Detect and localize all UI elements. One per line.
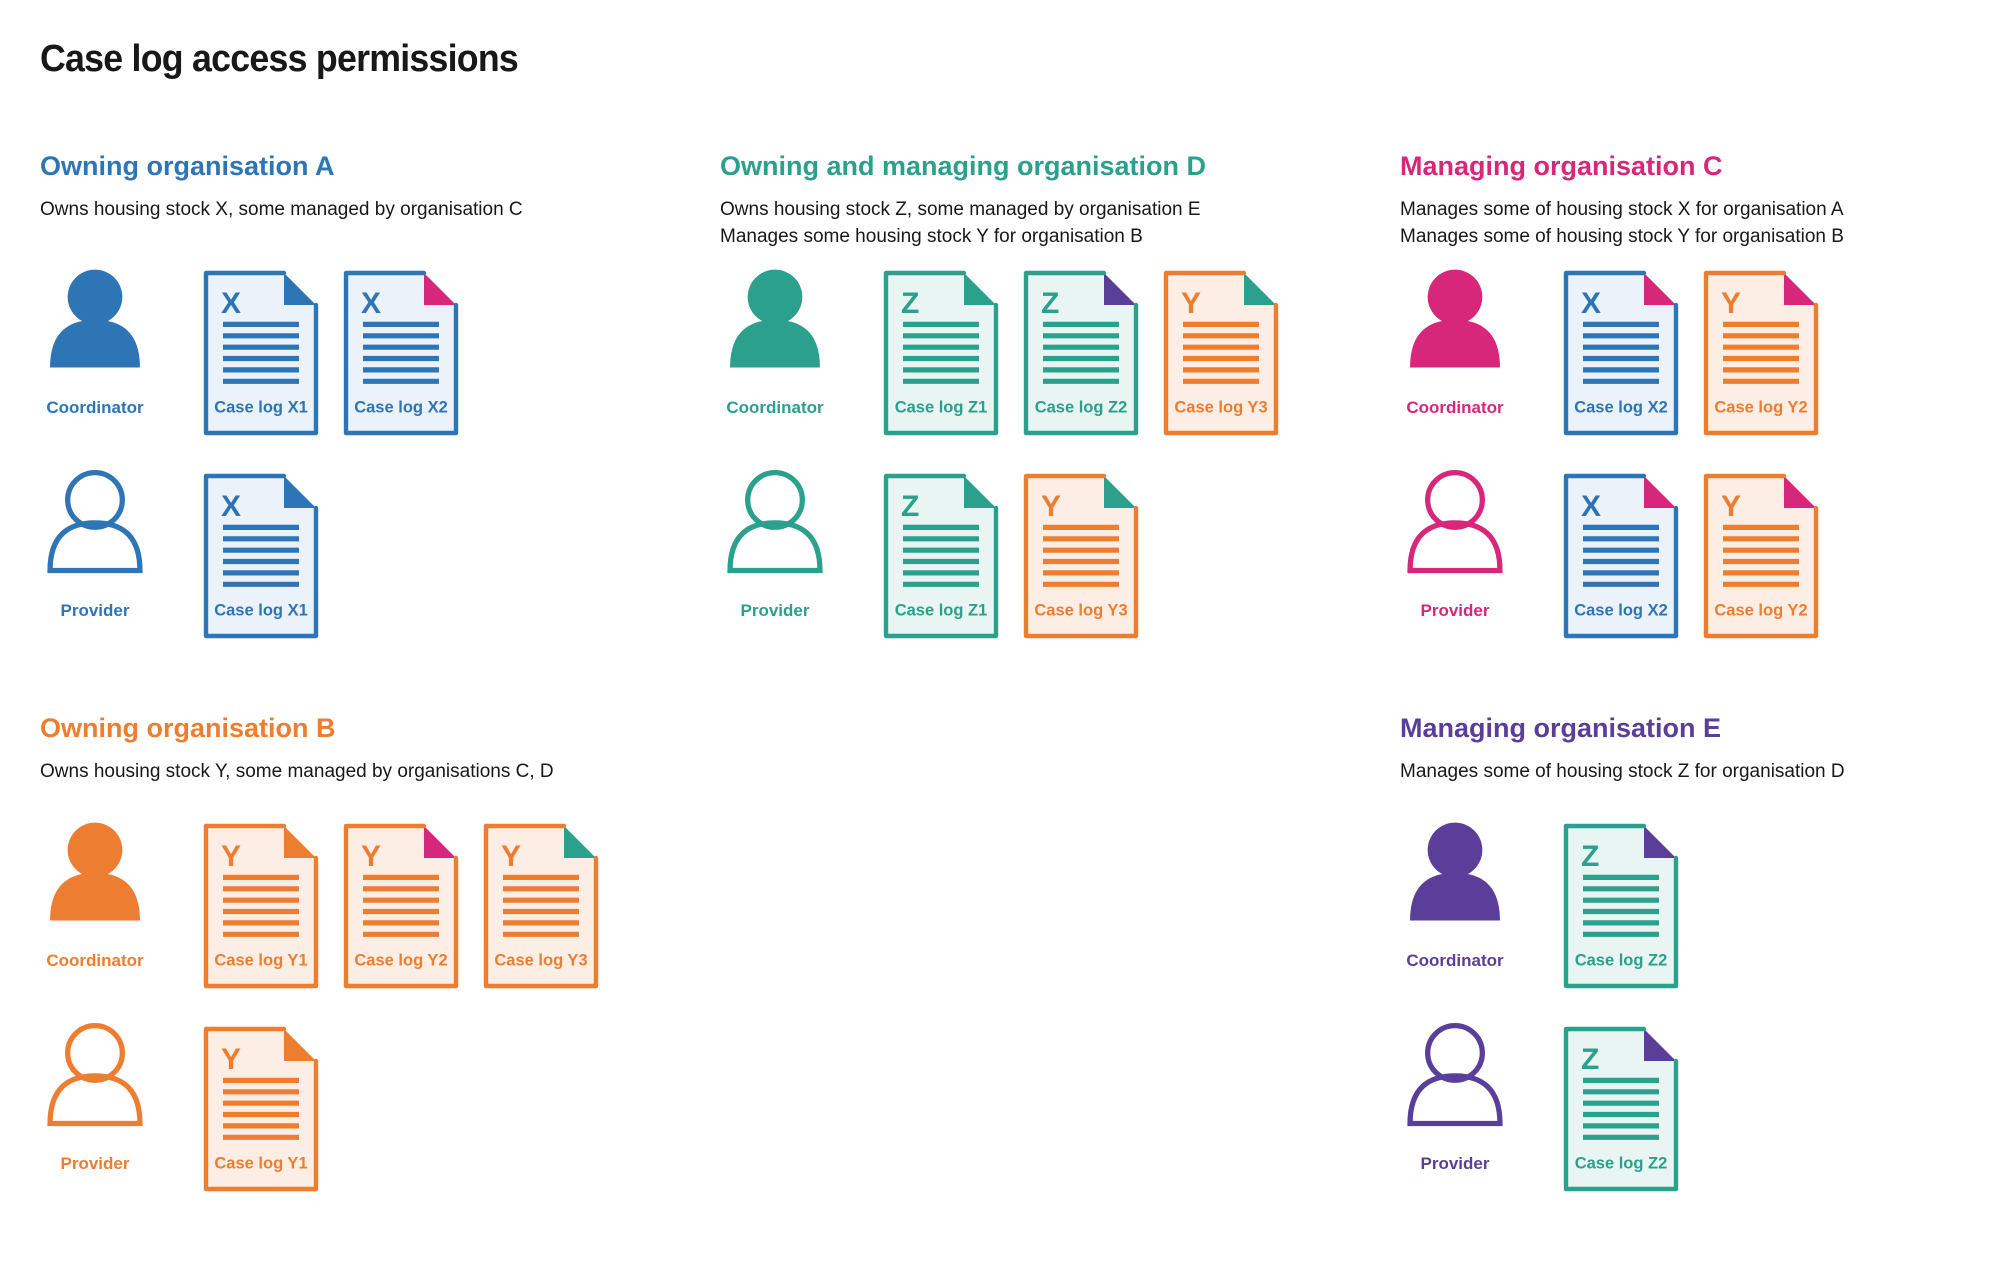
svg-text:Z: Z xyxy=(1041,287,1059,320)
svg-text:Case log X1: Case log X1 xyxy=(214,399,308,417)
svg-text:X: X xyxy=(1581,287,1601,320)
svg-text:Case log Z2: Case log Z2 xyxy=(1035,399,1128,417)
svg-text:Case log Y1: Case log Y1 xyxy=(214,952,307,970)
svg-text:X: X xyxy=(221,287,241,320)
svg-text:Y: Y xyxy=(361,840,381,873)
svg-text:Y: Y xyxy=(1181,287,1201,320)
svg-text:Case log Z1: Case log Z1 xyxy=(895,399,988,417)
svg-text:Case log Y3: Case log Y3 xyxy=(1174,399,1267,417)
svg-text:Z: Z xyxy=(1581,1043,1599,1076)
svg-text:Case log Y2: Case log Y2 xyxy=(354,952,447,970)
svg-text:Y: Y xyxy=(221,840,241,873)
svg-text:Case log Z2: Case log Z2 xyxy=(1575,952,1668,970)
svg-text:Case log Y3: Case log Y3 xyxy=(1034,602,1127,620)
svg-text:Case log Z1: Case log Z1 xyxy=(895,602,988,620)
svg-text:Case log X1: Case log X1 xyxy=(214,602,308,620)
svg-text:X: X xyxy=(361,287,381,320)
svg-text:Y: Y xyxy=(1041,490,1061,523)
svg-text:Case log Z2: Case log Z2 xyxy=(1575,1155,1668,1173)
svg-text:Case log X2: Case log X2 xyxy=(354,399,448,417)
svg-text:Case log X2: Case log X2 xyxy=(1574,399,1668,417)
svg-text:Case log Y2: Case log Y2 xyxy=(1714,602,1807,620)
svg-text:Y: Y xyxy=(1721,287,1741,320)
svg-text:Case log X2: Case log X2 xyxy=(1574,602,1668,620)
svg-text:Case log Y1: Case log Y1 xyxy=(214,1155,307,1173)
svg-text:Y: Y xyxy=(221,1043,241,1076)
svg-text:Y: Y xyxy=(1721,490,1741,523)
svg-text:X: X xyxy=(221,490,241,523)
svg-text:Z: Z xyxy=(901,490,919,523)
svg-text:Y: Y xyxy=(501,840,521,873)
svg-text:Case log Y2: Case log Y2 xyxy=(1714,399,1807,417)
svg-text:Z: Z xyxy=(901,287,919,320)
svg-text:Z: Z xyxy=(1581,840,1599,873)
svg-text:Case log Y3: Case log Y3 xyxy=(494,952,587,970)
svg-text:X: X xyxy=(1581,490,1601,523)
